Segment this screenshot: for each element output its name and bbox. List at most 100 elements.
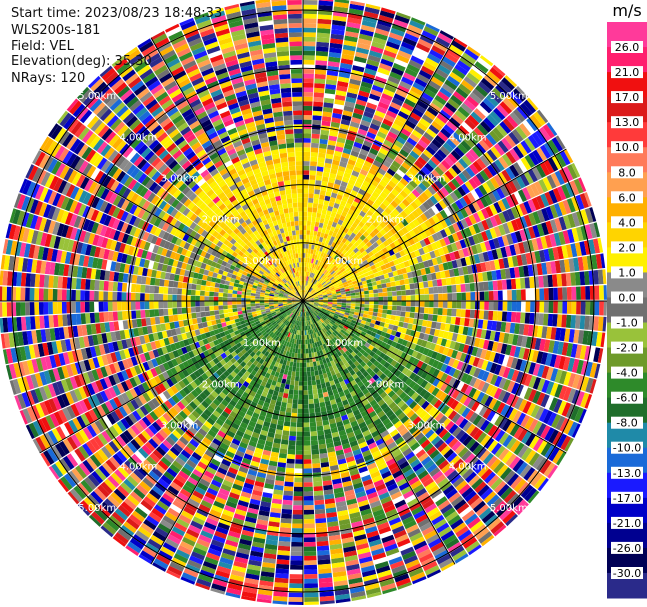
velocity-gate	[427, 314, 434, 321]
velocity-gate	[303, 225, 307, 231]
velocity-gate	[449, 340, 456, 350]
velocity-gate	[363, 287, 369, 292]
velocity-gate	[303, 174, 310, 180]
velocity-gate	[303, 427, 310, 432]
velocity-gate	[553, 232, 562, 246]
velocity-gate	[503, 182, 514, 195]
velocity-gate	[345, 305, 351, 309]
velocity-gate	[303, 87, 314, 93]
velocity-gate	[307, 257, 310, 263]
velocity-gate	[303, 486, 313, 492]
velocity-gate	[370, 45, 384, 54]
velocity-gate	[487, 440, 499, 452]
velocity-gate	[424, 188, 433, 198]
velocity-gate	[335, 289, 341, 292]
velocity-gate	[419, 388, 428, 398]
velocity-gate	[329, 173, 337, 179]
velocity-gate	[451, 232, 460, 242]
velocity-gate	[393, 224, 402, 232]
velocity-gate	[431, 351, 438, 360]
velocity-gate	[498, 212, 507, 224]
velocity-gate	[330, 263, 335, 269]
velocity-gate	[327, 144, 336, 151]
velocity-gate	[325, 191, 332, 197]
velocity-gate	[410, 392, 419, 401]
velocity-gate	[408, 356, 416, 364]
velocity-gate	[291, 537, 303, 543]
velocity-gate	[491, 427, 502, 440]
velocity-gate	[476, 210, 486, 221]
velocity-gate	[348, 324, 354, 330]
velocity-gate	[498, 258, 505, 269]
velocity-gate	[318, 0, 334, 2]
velocity-gate	[309, 298, 315, 300]
velocity-gate	[559, 417, 570, 433]
velocity-gate	[523, 265, 530, 277]
velocity-gate	[360, 184, 368, 192]
velocity-gate	[334, 0, 350, 4]
velocity-gate	[448, 357, 456, 367]
velocity-gate	[426, 320, 433, 328]
velocity-gate	[453, 189, 463, 199]
velocity-gate	[315, 269, 319, 275]
velocity-gate	[362, 336, 369, 342]
velocity-gate	[367, 54, 381, 63]
velocity-gate	[391, 291, 397, 296]
velocity-gate	[402, 273, 409, 280]
velocity-gate	[391, 305, 397, 311]
velocity-gate	[497, 311, 503, 322]
velocity-gate	[459, 352, 467, 362]
velocity-gate	[391, 143, 402, 153]
velocity-gate	[386, 80, 399, 89]
velocity-gate	[547, 464, 558, 479]
velocity-gate	[344, 35, 358, 43]
velocity-gate	[344, 288, 350, 292]
velocity-gate	[322, 223, 328, 229]
velocity-gate	[447, 98, 460, 110]
velocity-gate	[364, 106, 376, 115]
velocity-gate	[507, 256, 514, 268]
velocity-gate	[313, 481, 323, 487]
velocity-gate	[402, 198, 411, 207]
velocity-gate	[493, 290, 499, 301]
velocity-gate	[320, 262, 325, 268]
velocity-gate	[356, 267, 362, 273]
velocity-gate	[320, 257, 325, 263]
velocity-gate	[352, 253, 358, 259]
velocity-gate	[386, 339, 394, 346]
velocity-gate	[293, 491, 303, 497]
velocity-gate	[303, 184, 309, 189]
velocity-gate	[412, 257, 419, 265]
velocity-gate	[508, 408, 518, 421]
velocity-gate	[298, 339, 301, 345]
velocity-gate	[303, 138, 311, 143]
velocity-gate	[320, 317, 325, 322]
velocity-gate	[405, 170, 415, 180]
velocity-gate	[501, 77, 515, 91]
velocity-gate	[331, 221, 338, 228]
velocity-gate	[410, 306, 416, 313]
velocity-gate	[362, 15, 378, 24]
velocity-gate	[427, 235, 435, 244]
velocity-gate	[476, 447, 487, 459]
velocity-gate	[448, 423, 459, 435]
velocity-gate	[537, 378, 546, 392]
velocity-gate	[303, 211, 308, 217]
velocity-gate	[570, 243, 578, 258]
velocity-gate	[432, 368, 440, 378]
velocity-gate	[478, 310, 485, 320]
velocity-gate	[328, 240, 333, 246]
velocity-gate	[384, 277, 391, 283]
velocity-gate	[503, 333, 510, 344]
velocity-gate	[287, 370, 292, 376]
velocity-gate	[315, 288, 320, 292]
velocity-gate	[350, 306, 356, 309]
velocity-gate	[523, 387, 533, 400]
velocity-gate	[305, 280, 308, 286]
velocity-gate	[356, 345, 362, 352]
velocity-gate	[305, 271, 308, 277]
velocity-gate	[338, 283, 344, 287]
velocity-gate	[362, 224, 369, 231]
velocity-gate	[292, 362, 297, 367]
velocity-gate	[354, 340, 361, 346]
